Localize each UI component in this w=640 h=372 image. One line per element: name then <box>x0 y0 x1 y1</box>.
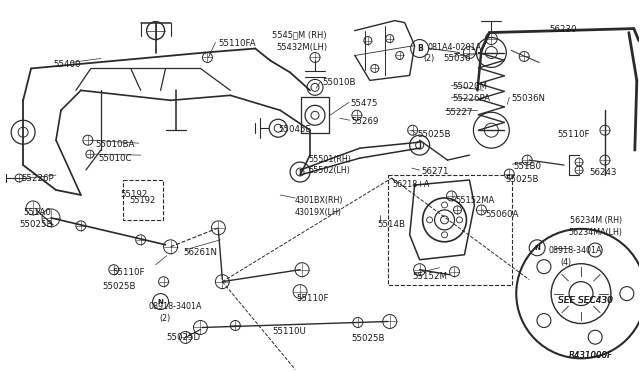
Text: 55502(LH): 55502(LH) <box>308 166 350 175</box>
Text: 55400: 55400 <box>53 61 81 70</box>
Text: 55227: 55227 <box>445 108 473 117</box>
Text: 55269: 55269 <box>352 117 380 126</box>
Text: 55020M: 55020M <box>452 82 488 92</box>
Text: 08918-3401A: 08918-3401A <box>148 302 202 311</box>
Text: 55025B: 55025B <box>418 130 451 139</box>
Text: 5514B: 5514B <box>378 220 406 229</box>
Text: 56218+A: 56218+A <box>393 180 430 189</box>
Text: 56234MA(LH): 56234MA(LH) <box>568 228 622 237</box>
Text: 55010BA: 55010BA <box>96 140 135 149</box>
Text: 55060A: 55060A <box>485 210 519 219</box>
Text: 55432M(LH): 55432M(LH) <box>276 42 327 52</box>
Text: 55025B: 55025B <box>506 175 539 184</box>
Text: N: N <box>534 245 540 251</box>
Text: 56271: 56271 <box>422 167 449 176</box>
Text: 551B0: 551B0 <box>513 162 541 171</box>
Text: 55025B: 55025B <box>103 282 136 291</box>
Text: R431000F: R431000F <box>568 352 612 360</box>
Text: 55475: 55475 <box>351 99 378 108</box>
Text: B: B <box>417 44 422 53</box>
Text: 56230: 56230 <box>549 25 577 33</box>
Text: 55110F: 55110F <box>113 268 145 277</box>
Text: (2): (2) <box>159 314 171 323</box>
Text: R431000F: R431000F <box>569 352 613 360</box>
Text: 4301BX(RH): 4301BX(RH) <box>295 196 344 205</box>
Text: 55152MA: 55152MA <box>456 196 495 205</box>
Text: 55226P: 55226P <box>21 174 54 183</box>
Text: 55152M: 55152M <box>413 272 447 281</box>
Text: 55110F: 55110F <box>557 130 589 139</box>
Text: 55025D: 55025D <box>166 333 201 343</box>
Text: 55226PA: 55226PA <box>452 94 490 103</box>
Text: 55192: 55192 <box>121 190 148 199</box>
Bar <box>123 180 163 220</box>
Text: 55025B: 55025B <box>352 334 385 343</box>
Text: 56261N: 56261N <box>184 248 218 257</box>
Text: 55025B: 55025B <box>19 220 52 229</box>
Text: 55010C: 55010C <box>99 154 132 163</box>
Text: 55036: 55036 <box>444 54 471 64</box>
Text: N: N <box>157 299 164 305</box>
Text: 55110FA: 55110FA <box>218 39 256 48</box>
Text: 56243: 56243 <box>589 168 616 177</box>
Text: (2): (2) <box>424 54 435 64</box>
Text: 081A4-0201A: 081A4-0201A <box>428 42 481 52</box>
Text: (4): (4) <box>560 258 572 267</box>
Text: 43019X(LH): 43019X(LH) <box>295 208 342 217</box>
Bar <box>388 175 512 285</box>
Text: 55192: 55192 <box>129 196 156 205</box>
Text: 56234M (RH): 56234M (RH) <box>570 216 622 225</box>
Text: 55045E: 55045E <box>278 125 311 134</box>
Text: 55110F: 55110F <box>296 294 328 302</box>
Text: SEE SEC430: SEE SEC430 <box>558 296 613 305</box>
Text: 5545⧸M (RH): 5545⧸M (RH) <box>272 31 327 39</box>
Text: SEE SEC430: SEE SEC430 <box>558 296 612 305</box>
Text: 55036N: 55036N <box>511 94 545 103</box>
Text: 08918-3401A: 08918-3401A <box>548 246 602 255</box>
Text: 55110U: 55110U <box>272 327 306 336</box>
Text: 55010B: 55010B <box>322 78 355 87</box>
Text: 55501(RH): 55501(RH) <box>308 155 351 164</box>
Text: 551A0: 551A0 <box>23 208 51 217</box>
